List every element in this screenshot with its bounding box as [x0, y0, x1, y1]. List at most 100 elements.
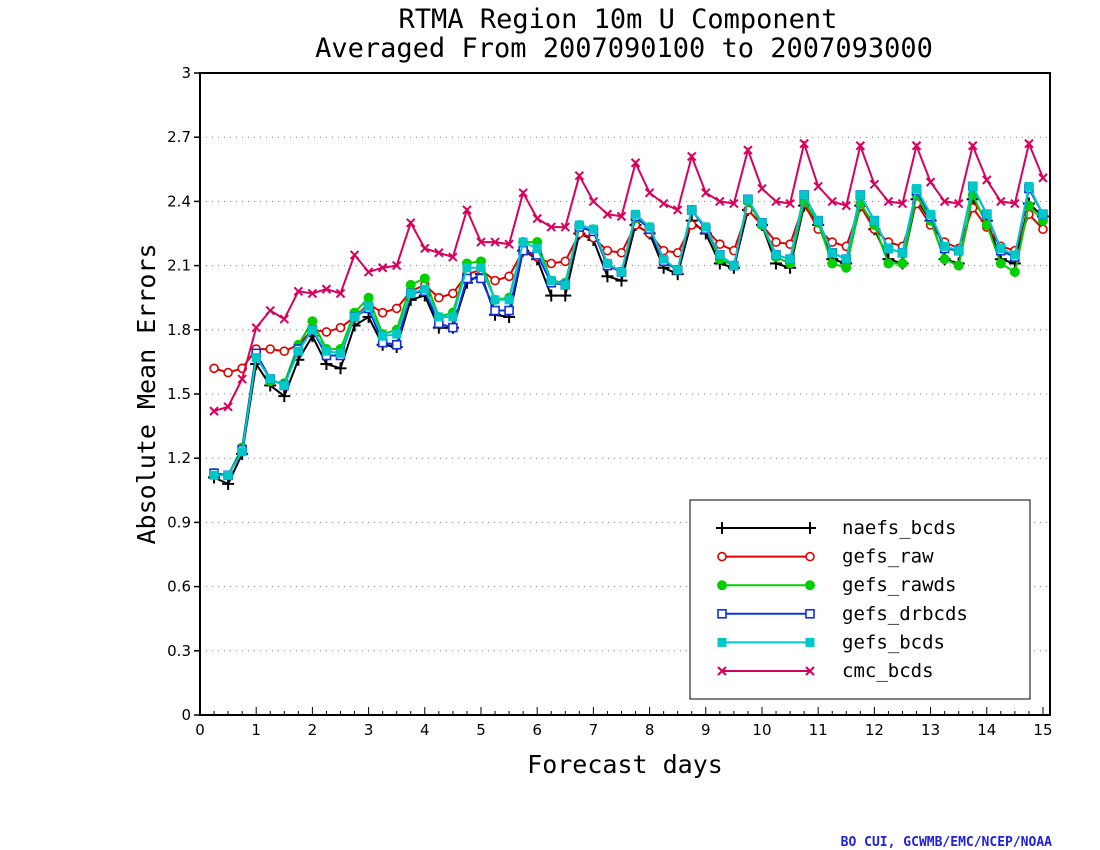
data-point-circle [223, 367, 233, 378]
data-point-cross [897, 198, 908, 209]
data-point-disc [1009, 267, 1020, 278]
data-point-cross [251, 322, 261, 333]
data-point-circle [504, 271, 514, 282]
data-point-circle [321, 327, 332, 337]
data-point-cross [827, 196, 837, 207]
legend-item: gefs_rawds [717, 574, 956, 596]
data-point-cross [996, 196, 1006, 207]
data-point-square [926, 209, 936, 219]
data-point-square [982, 209, 992, 219]
data-point-disc [419, 273, 430, 284]
data-point-square [717, 637, 727, 647]
data-point-square [616, 267, 626, 277]
x-tick-label: 13 [921, 721, 940, 739]
legend-box [689, 499, 1031, 700]
data-point-square [715, 250, 725, 260]
legend: naefs_bcds gefs_raw gefs_rawds gefs_drbcdsg… [689, 499, 1031, 700]
legend-label: naefs_bcds [842, 517, 956, 539]
y-tick-label: 2.1 [167, 257, 191, 275]
data-point-square [265, 374, 275, 384]
data-point-cross [518, 188, 528, 198]
x-tick-label: 3 [364, 721, 374, 739]
y-tick-label: 1.5 [167, 385, 191, 403]
data-point-square [293, 346, 303, 356]
data-point-cross [335, 288, 346, 299]
data-point-disc [883, 258, 894, 269]
x-tick-label: 7 [589, 721, 599, 739]
legend-label: cmc_bcds [842, 660, 934, 682]
data-point-square [1010, 250, 1020, 260]
series-gefs_drbcds [209, 181, 1048, 481]
data-point-square [251, 353, 261, 363]
data-point-square [954, 246, 964, 256]
data-point-circle [265, 344, 276, 354]
data-point-square-open [448, 322, 458, 333]
data-point-cross [771, 196, 781, 207]
data-point-square [1038, 209, 1048, 219]
data-point-square [813, 216, 823, 226]
data-point-plus [559, 289, 572, 302]
data-point-circle [805, 551, 815, 562]
data-point-square [532, 243, 542, 253]
data-point-disc [405, 279, 416, 290]
data-point-disc [995, 258, 1006, 269]
data-point-circle [209, 363, 219, 374]
data-point-circle [335, 322, 346, 333]
data-point-disc [953, 260, 964, 271]
data-point-square [406, 288, 416, 298]
data-point-cross [420, 243, 430, 254]
legend-label: gefs_rawds [842, 574, 956, 596]
x-tick-label: 14 [977, 721, 996, 739]
data-point-square [434, 312, 444, 322]
data-point-circle [602, 245, 613, 256]
data-point-cross [799, 138, 809, 149]
series-line [214, 183, 1044, 477]
data-point-cross [321, 284, 332, 294]
x-tick-label: 1 [251, 721, 261, 739]
x-tick-label: 15 [1033, 721, 1052, 739]
data-point-square [659, 254, 669, 264]
data-point-cross [574, 171, 585, 181]
data-point-cross [757, 183, 767, 194]
data-point-square [897, 248, 907, 258]
x-tick-label: 4 [420, 721, 430, 739]
data-point-square [645, 222, 655, 232]
data-point-plus [804, 522, 816, 534]
data-point-square-open [504, 305, 514, 316]
data-point-square [1024, 181, 1034, 191]
data-point-cross [729, 198, 739, 209]
data-point-circle [546, 258, 557, 269]
data-point-cross [869, 179, 880, 189]
data-point-cross [687, 151, 697, 162]
data-point-disc [307, 316, 318, 327]
data-point-cross [490, 237, 500, 247]
data-point-square [279, 380, 289, 390]
data-point-square [940, 241, 950, 251]
chart-title: RTMA Region 10m U Component [399, 4, 838, 35]
data-point-circle [715, 239, 725, 249]
data-point-cross [925, 177, 936, 187]
y-tick-label: 2.7 [167, 128, 191, 146]
data-point-cross [476, 237, 486, 247]
legend-item: gefs_raw [717, 546, 934, 568]
data-point-square [546, 276, 556, 286]
data-point-square [785, 254, 795, 264]
data-point-cross [349, 250, 360, 260]
data-point-cross [658, 198, 669, 209]
data-point-square [490, 295, 500, 305]
x-tick-label: 0 [195, 721, 205, 739]
data-point-plus [334, 362, 347, 375]
data-point-square [237, 447, 247, 457]
data-point-square [560, 280, 570, 290]
data-point-cross [209, 406, 219, 416]
y-tick-label: 1.2 [167, 449, 191, 467]
data-point-cross [391, 260, 402, 271]
data-point-cross [223, 402, 233, 412]
data-point-cross [841, 200, 851, 211]
data-point-square [883, 243, 893, 253]
data-point-cross [377, 263, 388, 273]
data-point-square [420, 284, 430, 294]
data-point-cross [672, 205, 683, 215]
data-point-square [307, 325, 317, 335]
